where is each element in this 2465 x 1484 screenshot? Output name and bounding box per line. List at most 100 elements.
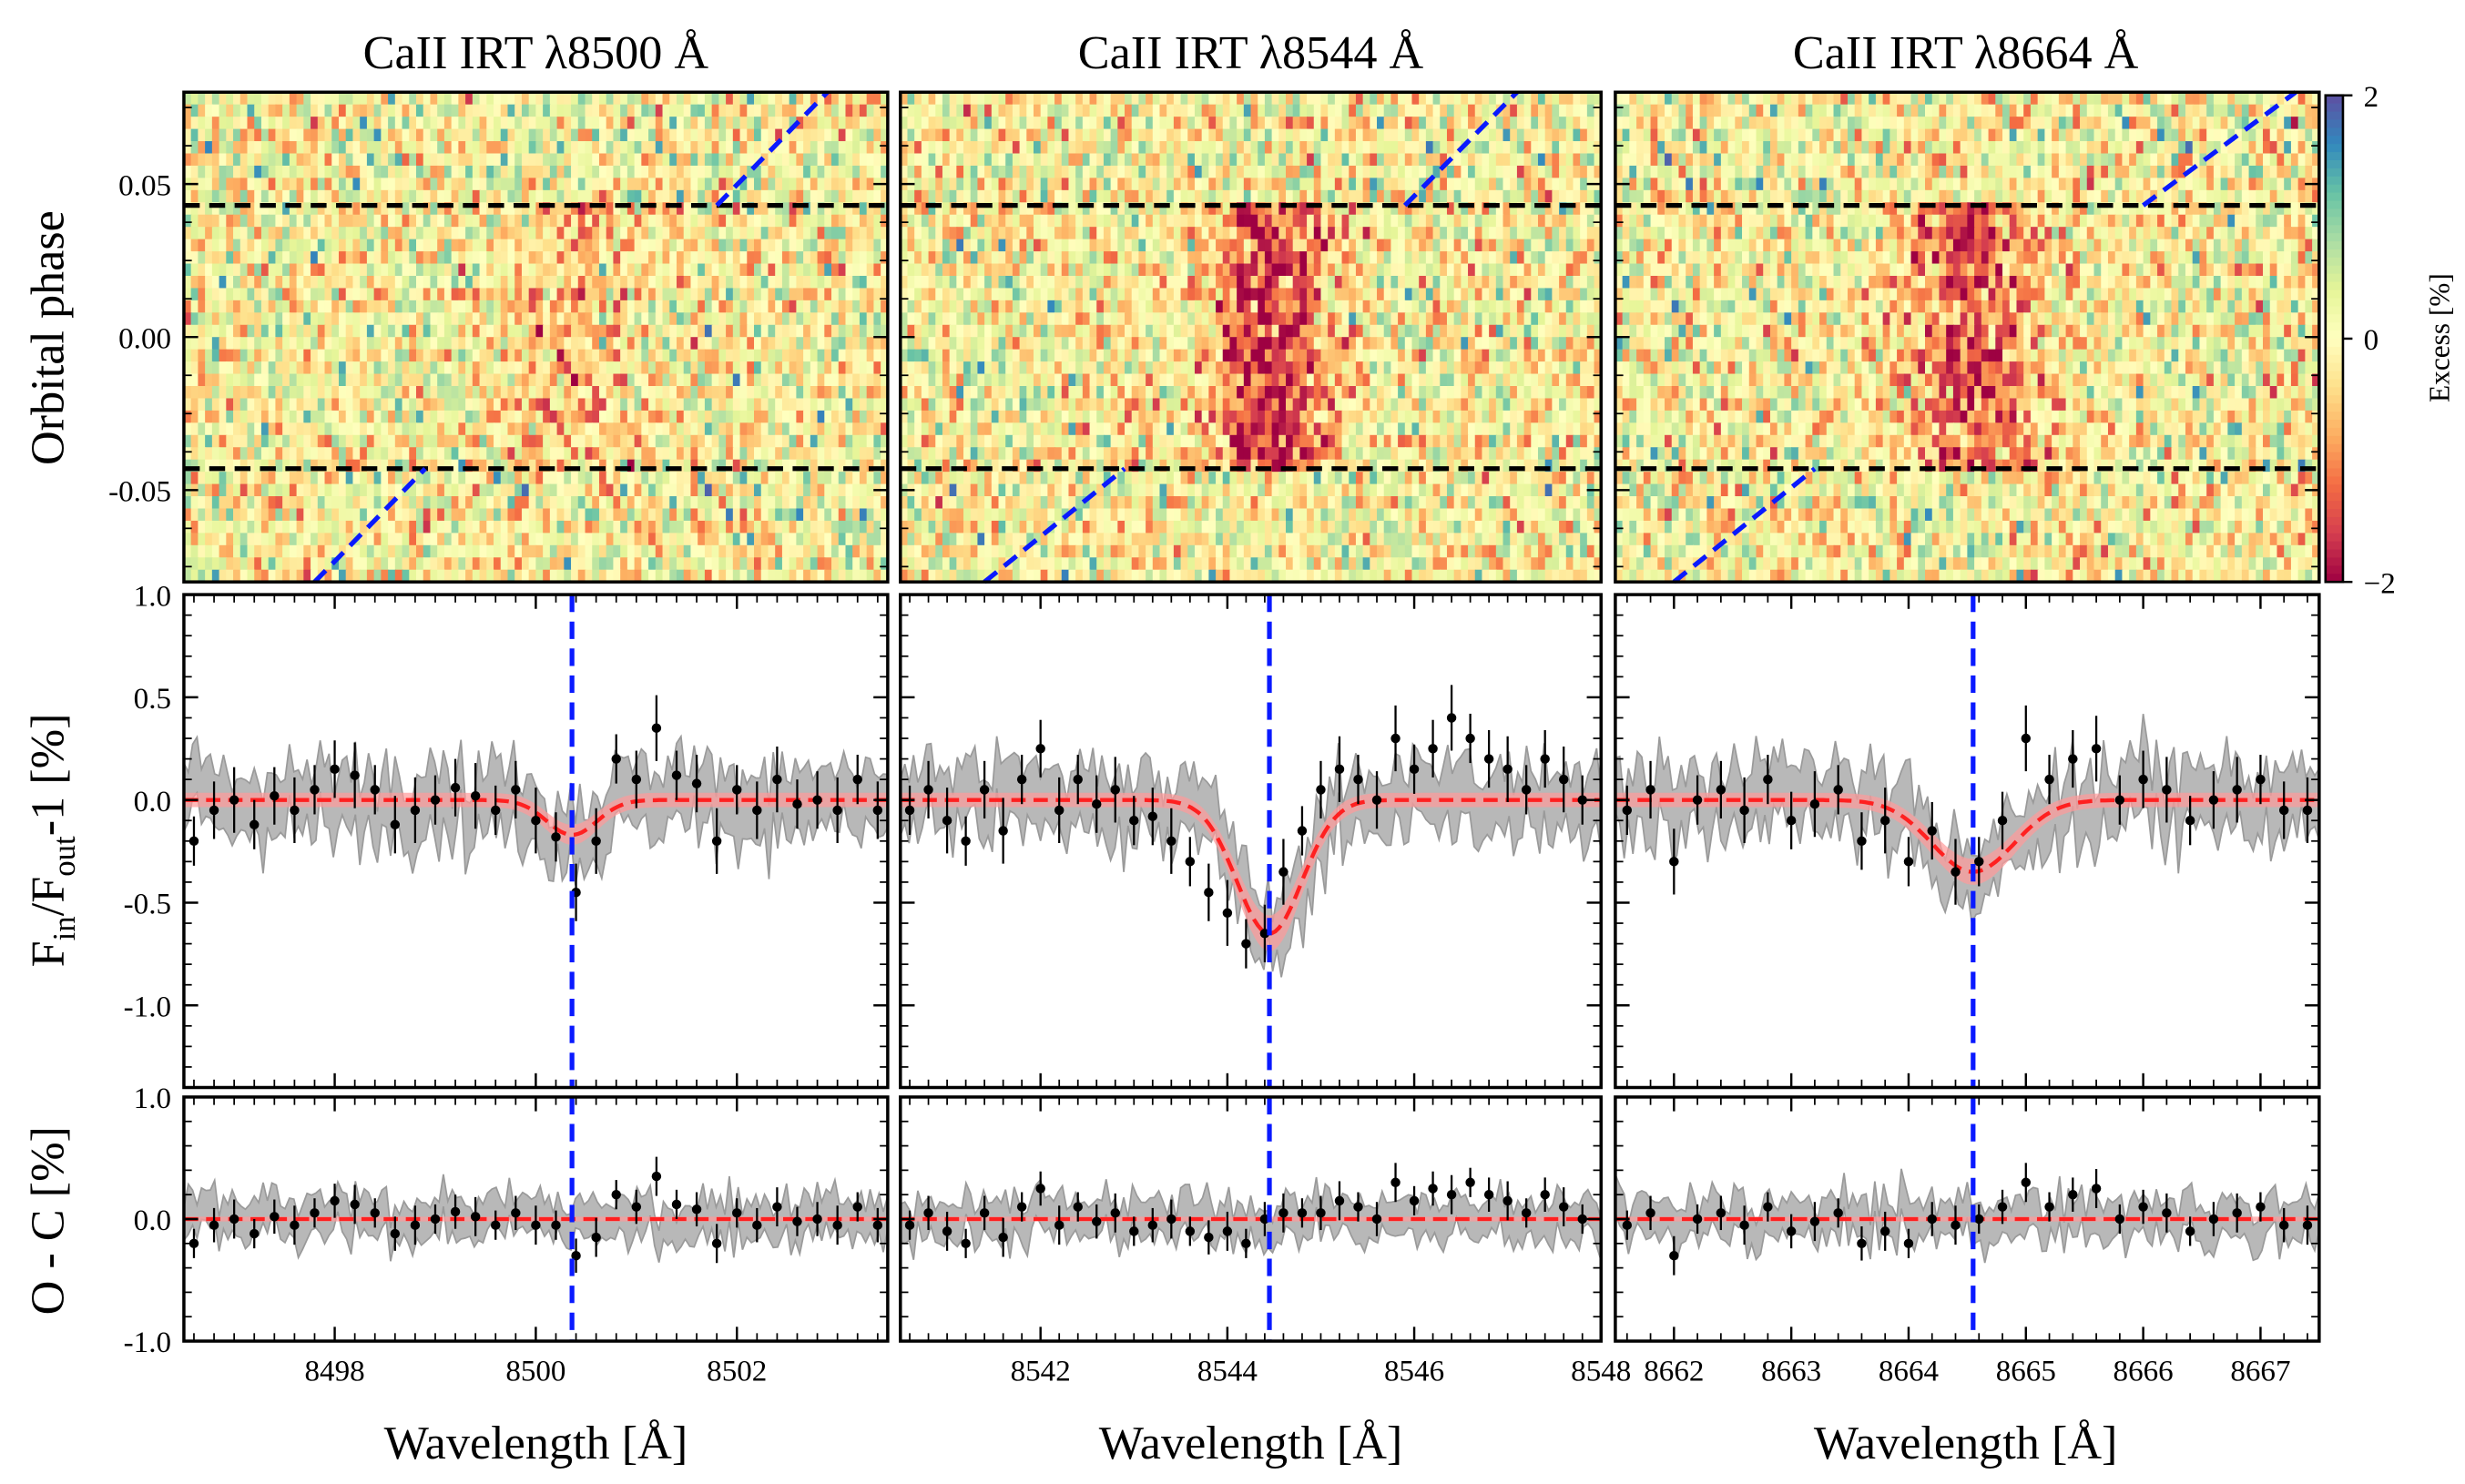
heatmap-cell bbox=[1390, 153, 1400, 167]
heatmap-cell bbox=[781, 117, 790, 130]
heatmap-cell bbox=[360, 263, 368, 278]
heatmap-cell bbox=[564, 288, 573, 301]
heatmap-cell bbox=[598, 117, 607, 130]
heatmap-cell bbox=[254, 361, 263, 375]
heatmap-cell bbox=[1495, 117, 1504, 130]
heatmap-cell bbox=[543, 533, 551, 546]
heatmap-cell bbox=[254, 386, 263, 400]
heatmap-cell bbox=[373, 214, 382, 229]
heatmap-cell bbox=[760, 153, 769, 167]
heatmap-cell bbox=[247, 410, 256, 424]
heatmap-cell bbox=[324, 312, 333, 326]
heatmap-cell bbox=[303, 557, 312, 571]
heatmap-cell bbox=[233, 569, 241, 583]
heatmap-cell bbox=[831, 165, 840, 179]
heatmap-cell bbox=[289, 300, 298, 314]
heatmap-cell bbox=[1453, 141, 1462, 155]
heatmap-cell bbox=[606, 275, 615, 290]
heatmap-cell bbox=[219, 178, 228, 191]
heatmap-cell bbox=[873, 544, 882, 559]
heatmap-cell bbox=[866, 386, 875, 400]
heatmap-cell bbox=[739, 214, 749, 229]
heatmap-cell bbox=[606, 104, 615, 118]
heatmap-cell bbox=[873, 275, 882, 290]
heatmap-cell bbox=[1419, 117, 1427, 130]
heatmap-cell bbox=[494, 557, 502, 571]
heatmap-cell bbox=[373, 349, 382, 363]
heatmap-cell bbox=[1216, 92, 1224, 106]
heatmap-cell bbox=[690, 447, 699, 461]
heatmap-cell bbox=[233, 386, 241, 400]
heatmap-cell bbox=[183, 373, 192, 388]
heatmap-cell bbox=[641, 227, 650, 240]
heatmap-cell bbox=[366, 422, 375, 436]
heatmap-cell bbox=[1180, 153, 1189, 167]
heatmap-cell bbox=[1594, 141, 1602, 155]
heatmap-cell bbox=[1061, 104, 1070, 118]
heatmap-cell bbox=[366, 227, 375, 240]
heatmap-cell bbox=[219, 520, 228, 534]
heatmap-cell bbox=[747, 251, 756, 265]
heatmap-cell bbox=[831, 533, 840, 546]
heatmap-cell bbox=[900, 117, 909, 130]
heatmap-cell bbox=[303, 104, 312, 118]
heatmap-cell bbox=[726, 349, 734, 363]
heatmap-cell bbox=[598, 251, 607, 265]
heatmap-cell bbox=[1159, 165, 1168, 179]
heatmap-cell bbox=[1222, 92, 1231, 106]
heatmap-cell bbox=[1125, 117, 1133, 130]
heatmap-cell bbox=[1019, 104, 1028, 118]
heatmap-cell bbox=[866, 496, 875, 510]
heatmap-cell bbox=[317, 153, 326, 167]
heatmap-cell bbox=[205, 496, 213, 510]
heatmap-cell bbox=[585, 189, 594, 204]
heatmap-cell bbox=[845, 275, 854, 290]
heatmap-cell bbox=[859, 189, 868, 204]
heatmap-cell bbox=[662, 544, 671, 559]
heatmap-cell bbox=[1313, 117, 1322, 130]
heatmap-cell bbox=[514, 361, 523, 375]
heatmap-cell bbox=[662, 533, 671, 546]
heatmap-cell bbox=[845, 472, 854, 485]
heatmap-cell bbox=[838, 422, 847, 436]
heatmap-cell bbox=[817, 508, 826, 522]
heatmap-cell bbox=[866, 117, 875, 130]
heatmap-cell bbox=[430, 300, 439, 314]
heatmap-cell bbox=[641, 128, 650, 143]
heatmap-cell bbox=[598, 300, 607, 314]
heatmap-cell bbox=[1250, 153, 1259, 167]
heatmap-cell bbox=[409, 544, 418, 559]
heatmap-cell bbox=[726, 386, 734, 400]
heatmap-cell bbox=[1047, 202, 1056, 216]
heatmap-cell bbox=[620, 472, 628, 485]
heatmap-cell bbox=[648, 398, 657, 412]
heatmap-cell bbox=[423, 214, 432, 229]
heatmap-cell bbox=[585, 141, 594, 155]
heatmap-cell bbox=[970, 128, 979, 143]
heatmap-cell bbox=[556, 361, 565, 375]
heatmap-cell bbox=[1573, 92, 1582, 106]
heatmap-cell bbox=[388, 398, 396, 412]
heatmap-cell bbox=[789, 557, 798, 571]
heatmap-cell bbox=[921, 178, 930, 191]
heatmap-cell bbox=[998, 202, 1007, 216]
heatmap-cell bbox=[577, 178, 586, 191]
heatmap-cell bbox=[852, 398, 861, 412]
heatmap-cell bbox=[183, 422, 192, 436]
heatmap-cell bbox=[437, 288, 445, 301]
heatmap-cell bbox=[416, 483, 424, 498]
heatmap-cell bbox=[211, 398, 220, 412]
heatmap-cell bbox=[585, 239, 594, 253]
heatmap-cell bbox=[190, 557, 199, 571]
heatmap-cell bbox=[423, 434, 432, 449]
heatmap-cell bbox=[676, 410, 685, 424]
heatmap-cell bbox=[789, 373, 798, 388]
heatmap-cell bbox=[239, 434, 249, 449]
heatmap-cell bbox=[1341, 117, 1350, 130]
heatmap-cell bbox=[1419, 92, 1427, 106]
heatmap-cell bbox=[620, 214, 628, 229]
heatmap-cell bbox=[388, 153, 396, 167]
heatmap-cell bbox=[465, 165, 474, 179]
heatmap-cell bbox=[852, 117, 861, 130]
heatmap-cell bbox=[977, 153, 986, 167]
